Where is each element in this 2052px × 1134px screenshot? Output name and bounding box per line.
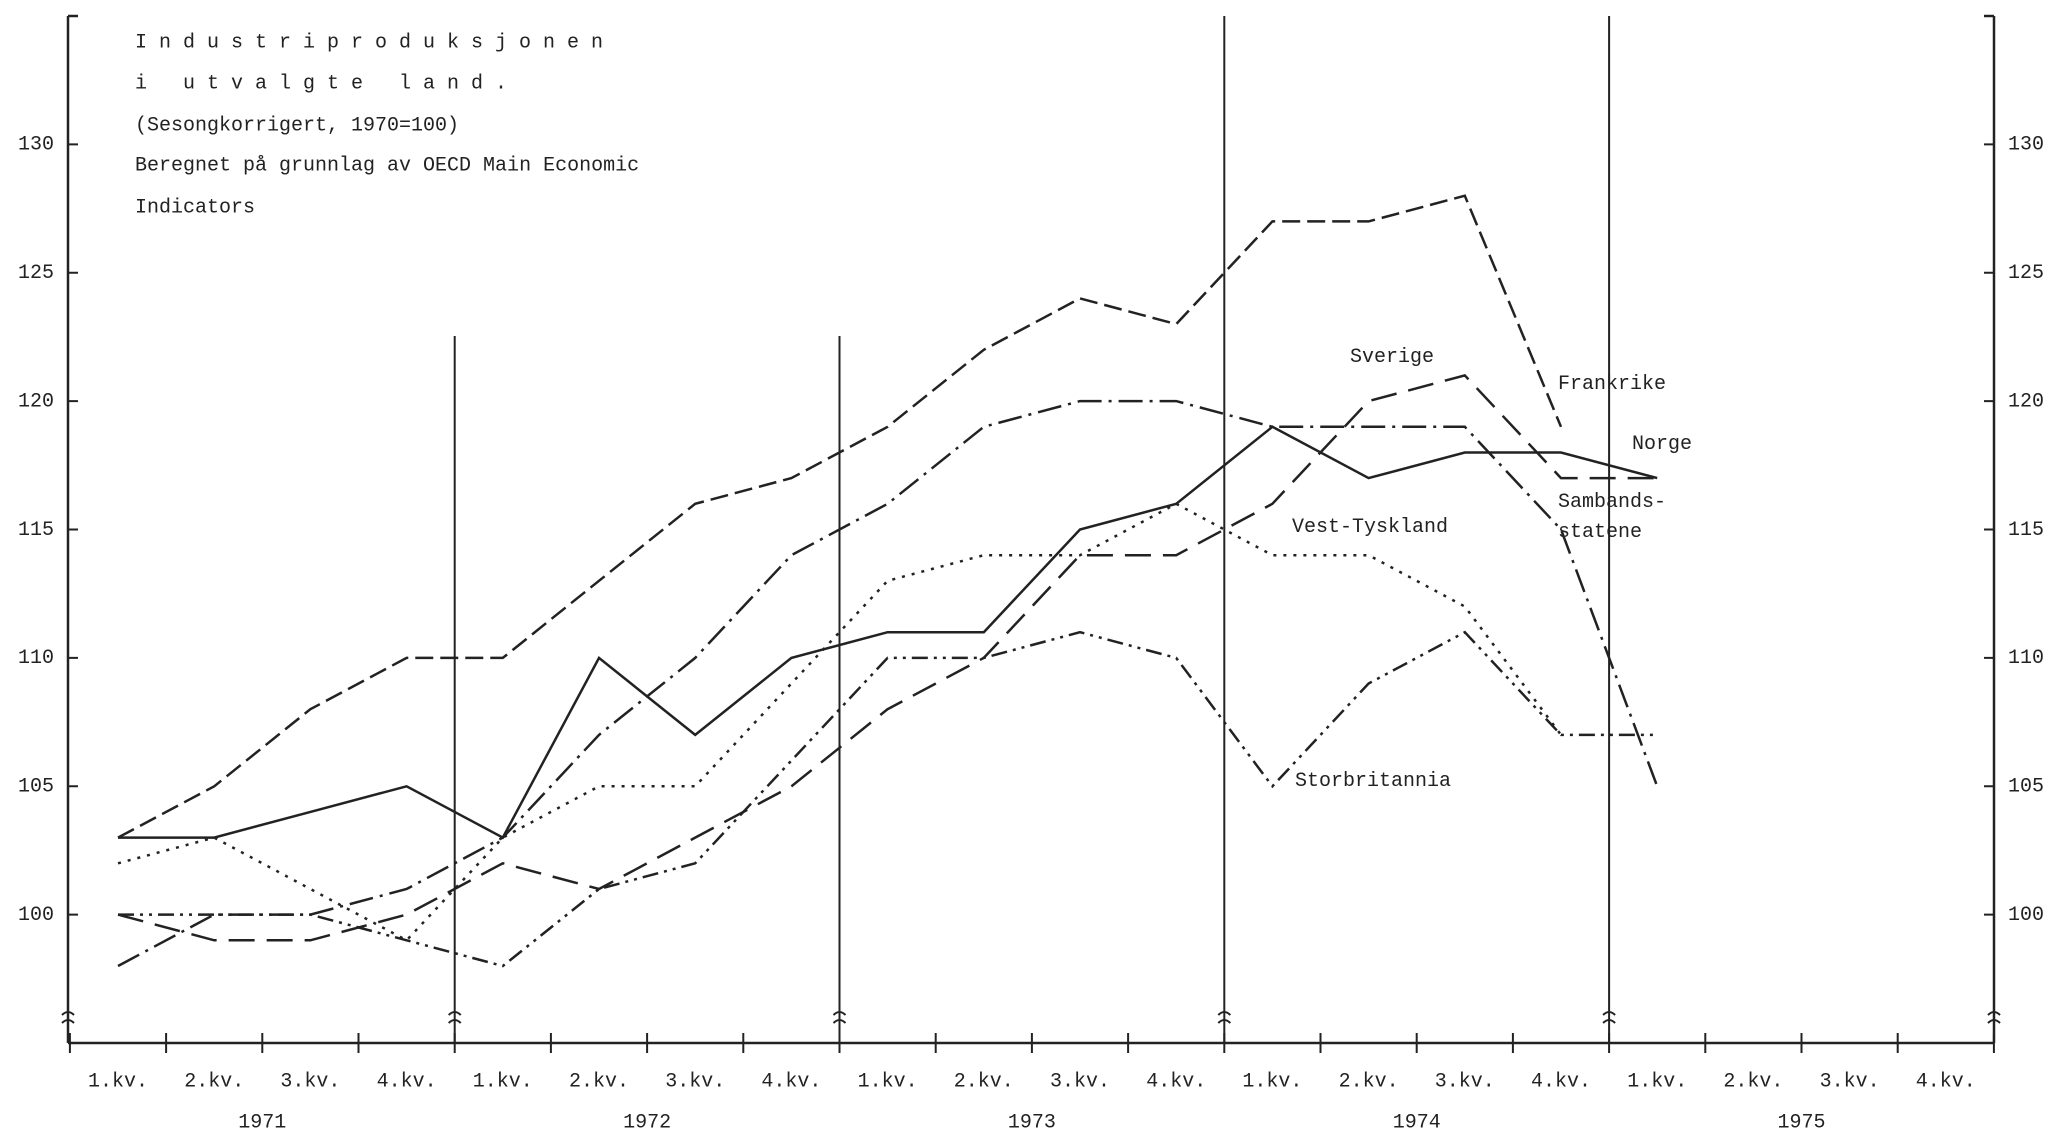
- year-label: 1975: [1777, 1111, 1825, 1134]
- year-label: 1972: [623, 1111, 671, 1134]
- chart-note: Indicators: [135, 196, 255, 219]
- series-label: Sverige: [1350, 346, 1435, 369]
- series-label: Storbritannia: [1295, 770, 1452, 793]
- y-tick-label: 115: [2008, 519, 2044, 542]
- chart-title: Industriproduksjonen: [135, 31, 615, 54]
- year-label: 1971: [238, 1111, 286, 1134]
- x-tick-label: 4.kv.: [1916, 1070, 1976, 1093]
- series-label: Frankrike: [1558, 373, 1667, 396]
- y-tick-label: 120: [2008, 390, 2044, 413]
- series-line: [117, 373, 1658, 942]
- series-label: Norge: [1632, 433, 1693, 456]
- axis-break: [1987, 1011, 2001, 1024]
- x-tick-label: 3.kv.: [665, 1070, 725, 1093]
- axis-break: [1602, 1011, 1616, 1024]
- y-tick-label: 130: [2008, 134, 2044, 157]
- y-tick-label: 115: [18, 519, 54, 542]
- x-tick-label: 3.kv.: [1050, 1070, 1110, 1093]
- x-tick-label: 4.kv.: [761, 1070, 821, 1093]
- x-tick-label: 4.kv.: [377, 1070, 437, 1093]
- x-tick-label: 2.kv.: [569, 1070, 629, 1093]
- year-label: 1974: [1393, 1111, 1441, 1134]
- series-line: [118, 425, 1658, 840]
- x-tick-label: 3.kv.: [1435, 1070, 1495, 1093]
- x-tick-label: 1.kv.: [473, 1070, 533, 1093]
- y-tick-label: 130: [18, 134, 54, 157]
- chart-note: (Sesongkorrigert, 1970=100): [135, 114, 459, 137]
- y-tick-label: 110: [18, 647, 54, 670]
- y-tick-label: 105: [2008, 776, 2044, 799]
- axis-break: [447, 1011, 462, 1024]
- series-label: Vest-Tyskland: [1292, 516, 1449, 539]
- x-tick-label: 3.kv.: [1820, 1070, 1880, 1093]
- y-tick-label: 105: [18, 776, 54, 799]
- x-tick-label: 1.kv.: [1242, 1070, 1302, 1093]
- series-line: [117, 399, 1659, 968]
- series-label: Sambands- statene: [1558, 491, 1667, 544]
- x-tick-label: 1.kv.: [1627, 1070, 1687, 1093]
- axis-break: [61, 1011, 75, 1024]
- y-tick-label: 120: [18, 390, 54, 413]
- y-tick-label: 125: [18, 262, 54, 285]
- x-tick-label: 2.kv.: [184, 1070, 244, 1093]
- x-tick-label: 2.kv.: [1723, 1070, 1783, 1093]
- x-tick-label: 1.kv.: [88, 1070, 148, 1093]
- chart-title: i utvalgte land.: [135, 72, 519, 95]
- x-tick-label: 4.kv.: [1531, 1070, 1591, 1093]
- chart-note: Beregnet på grunnlag av OECD Main Econom…: [135, 154, 639, 177]
- series-line: [118, 630, 1658, 968]
- series-line: [117, 194, 1563, 839]
- axis-break: [832, 1011, 847, 1024]
- y-tick-label: 100: [2008, 904, 2044, 927]
- year-label: 1973: [1008, 1111, 1056, 1134]
- x-tick-label: 3.kv.: [280, 1070, 340, 1093]
- axis-break: [1217, 1011, 1232, 1024]
- y-tick-label: 125: [2008, 262, 2044, 285]
- x-tick-label: 1.kv.: [858, 1070, 918, 1093]
- x-tick-label: 4.kv.: [1146, 1070, 1206, 1093]
- x-tick-label: 2.kv.: [1339, 1070, 1399, 1093]
- x-tick-label: 2.kv.: [954, 1070, 1014, 1093]
- y-tick-label: 110: [2008, 647, 2044, 670]
- y-tick-label: 100: [18, 904, 54, 927]
